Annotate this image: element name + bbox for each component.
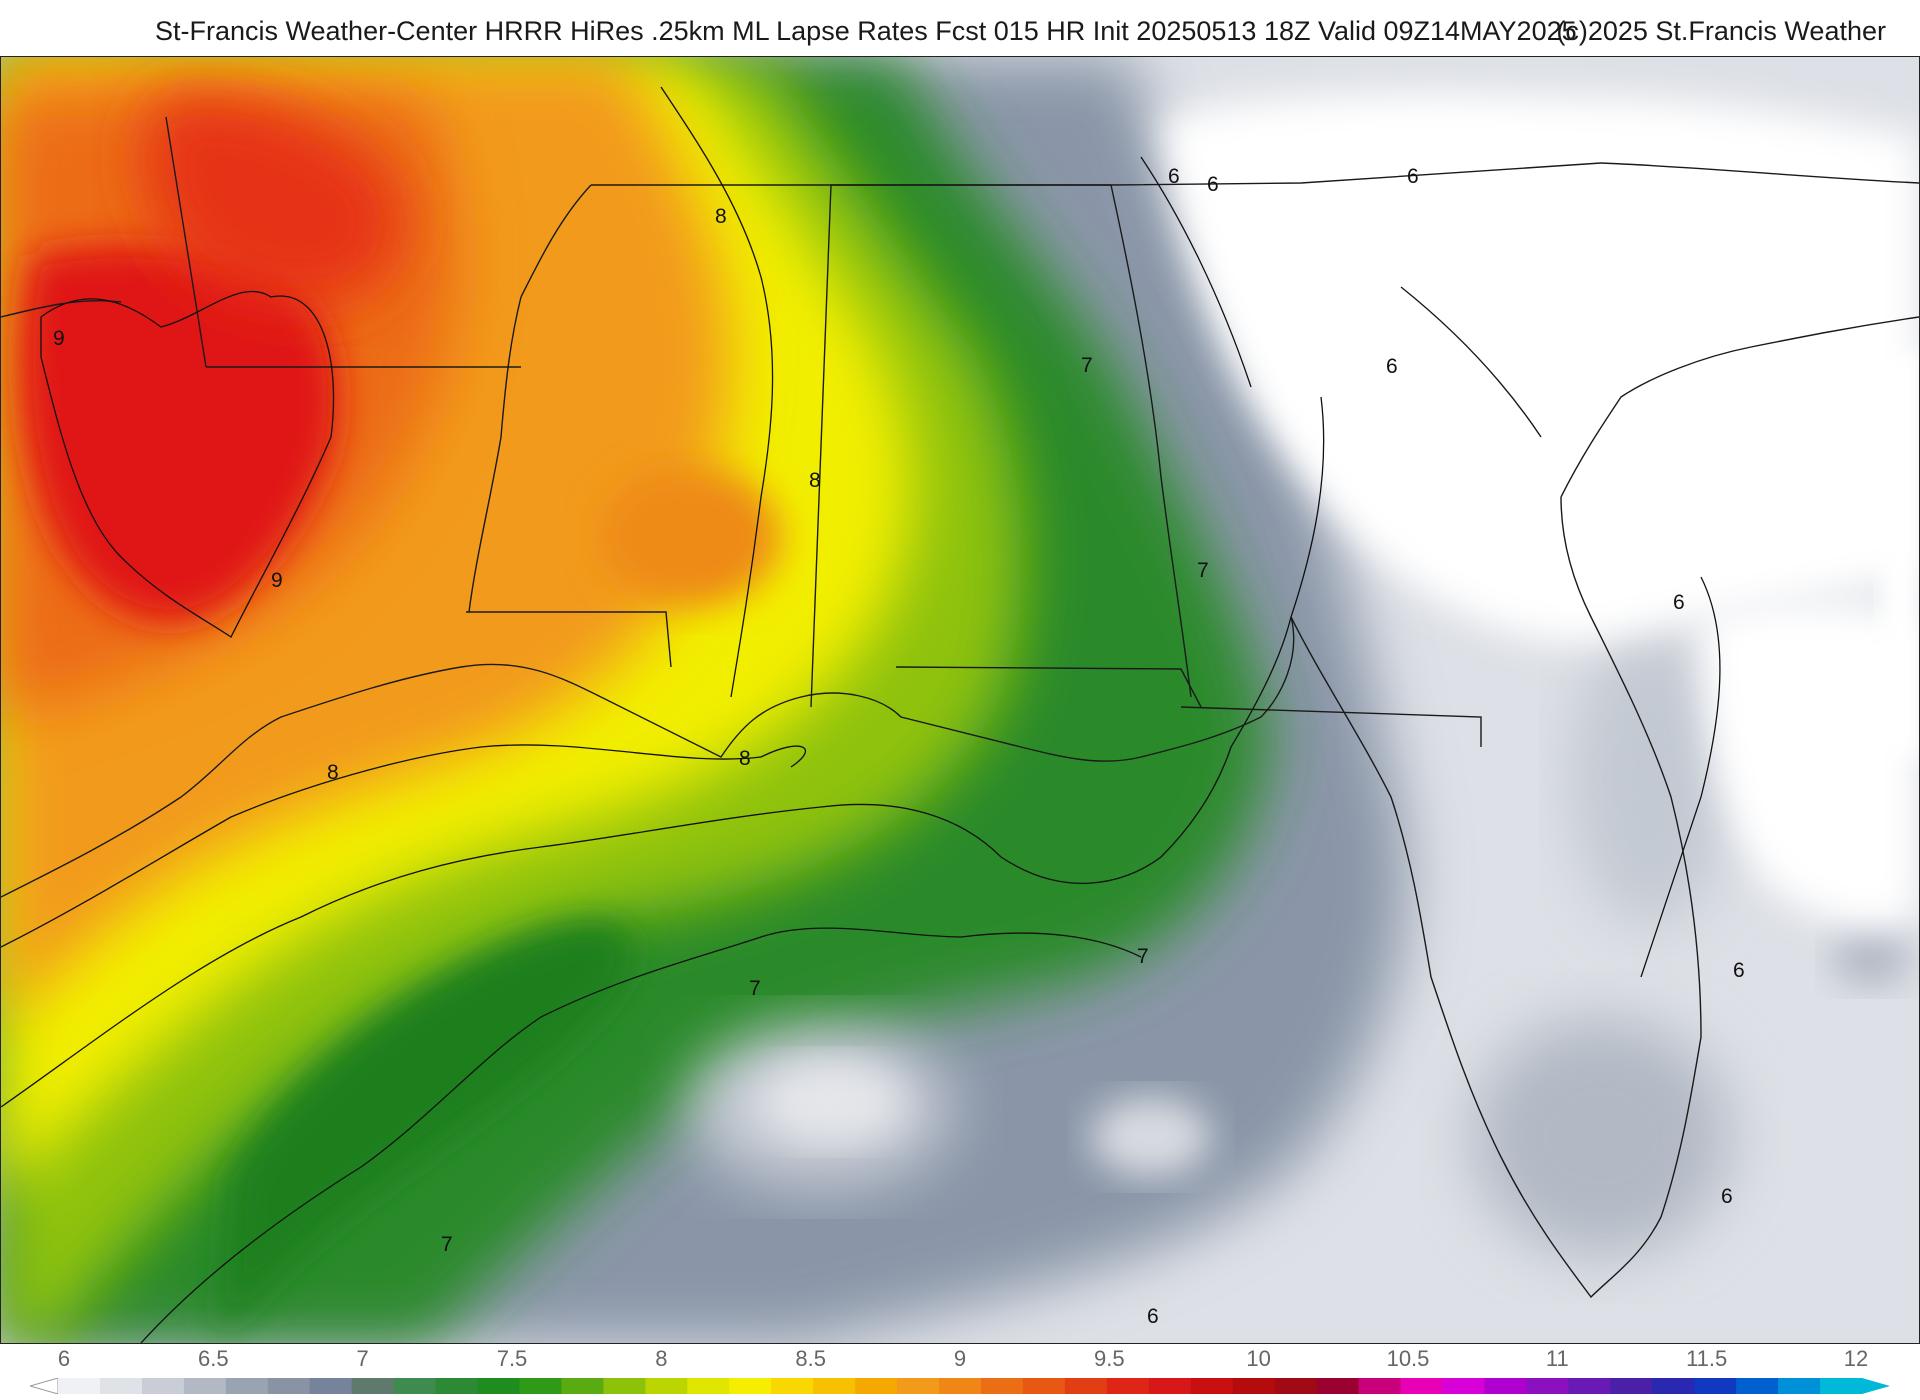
colorbar-swatch	[141, 1378, 185, 1394]
colorbar-swatch	[1694, 1378, 1737, 1394]
colorbar-swatch	[1106, 1378, 1150, 1394]
borders	[1, 116, 1919, 1299]
colorbar-swatch	[99, 1378, 143, 1394]
contour-label: 8	[809, 469, 821, 492]
colorbar-tick-label: 9	[953, 1346, 967, 1371]
colorbar-swatch	[897, 1378, 940, 1394]
colorbar-swatch	[58, 1378, 101, 1394]
colorbar-tick-label: 8	[655, 1346, 668, 1371]
colorbar-swatch	[687, 1378, 730, 1394]
colorbar-swatch	[1442, 1378, 1485, 1394]
contour-label: 6	[1207, 173, 1219, 196]
colorbar-swatch	[1568, 1378, 1611, 1394]
colorbar-swatch	[729, 1378, 772, 1394]
colorbar-swatch	[1526, 1378, 1569, 1394]
colorbar-swatch	[939, 1378, 982, 1394]
map-title: St-Francis Weather-Center HRRR HiRes .25…	[155, 16, 1577, 46]
contour-label: 9	[271, 569, 283, 592]
title-bar: St-Francis Weather-Center HRRR HiRes .25…	[0, 0, 1920, 56]
colorbar-tick-label: 11.5	[1686, 1346, 1728, 1371]
contours	[1, 86, 1721, 1343]
colorbar-swatch	[1190, 1378, 1234, 1394]
colorbar-swatch	[519, 1378, 562, 1394]
contour-label: 9	[53, 327, 65, 350]
colorbar-swatch	[351, 1378, 395, 1394]
colorbar-tick-label: 7.5	[496, 1346, 528, 1371]
colorbar-swatch	[1484, 1378, 1527, 1394]
contour-label: 6	[1673, 591, 1685, 614]
contour-label: 6	[1407, 165, 1419, 188]
contour-label: 8	[715, 205, 727, 228]
colorbar-tick-label: 7	[356, 1346, 369, 1371]
colorbar-tick-label: 10	[1246, 1346, 1271, 1371]
contour-label: 6	[1733, 959, 1745, 982]
colorbar-swatch	[1274, 1378, 1318, 1394]
colorbar-swatch	[855, 1378, 898, 1394]
contour-label: 6	[1168, 165, 1180, 188]
colorbar-swatch	[1820, 1378, 1863, 1394]
colorbar-swatch	[603, 1378, 646, 1394]
colorbar-swatch	[1610, 1378, 1653, 1394]
colorbar-swatch	[267, 1378, 311, 1394]
contour-label: 8	[739, 747, 751, 770]
color-field	[1, 57, 1919, 1343]
colorbar-swatch	[1022, 1378, 1066, 1394]
colorbar-swatch	[393, 1378, 437, 1394]
colorbar-swatch	[309, 1378, 353, 1394]
colorbar-swatch	[561, 1378, 604, 1394]
colorbar-swatch	[645, 1378, 688, 1394]
colorbar-swatch	[1652, 1378, 1695, 1394]
contour-label: 7	[1081, 354, 1093, 377]
colorbar-swatch	[771, 1378, 814, 1394]
colorbar-swatch	[1232, 1378, 1276, 1394]
lapse-rate-map[interactable]: 9 9 8 8 8 8 7 7 7 7 7 7 6 6 6 6 6 6 6 6	[0, 56, 1920, 1344]
contour-label: 6	[1721, 1185, 1733, 1208]
contour-label: 7	[1197, 559, 1209, 582]
colorbar-swatch	[1778, 1378, 1821, 1394]
colorbar-swatch	[1064, 1378, 1108, 1394]
colorbar-swatch	[225, 1378, 269, 1394]
colorbar-tick-label: 11	[1545, 1346, 1569, 1371]
colorbar-swatch	[435, 1378, 479, 1394]
colorbar-swatch	[477, 1378, 520, 1394]
contour-label: 7	[441, 1233, 453, 1256]
colorbar-tick-label: 6.5	[198, 1346, 229, 1371]
colorbar-tick-label: 9.5	[1094, 1346, 1125, 1371]
colorbar-right-arrow	[1862, 1378, 1890, 1394]
colorbar-tick-label: 10.5	[1386, 1346, 1430, 1371]
contour-label: 7	[749, 977, 761, 1000]
colorbar-swatch	[1736, 1378, 1779, 1394]
colorbar-legend: 6 6.5 7 7.5 8 8.5 9 9.5 10 10.5 11 11.5 12	[30, 1346, 1890, 1400]
colorbar-tick-label: 6	[57, 1346, 71, 1371]
colorbar-left-arrow	[30, 1378, 59, 1394]
colorbar-swatch	[813, 1378, 856, 1394]
copyright-text: (c)2025 St.Francis Weather	[1556, 16, 1886, 46]
contour-labels: 9 9 8 8 8 8 7 7 7 7 7 7 6 6 6 6 6 6 6 6	[53, 165, 1745, 1328]
colorbar-swatch	[1148, 1378, 1192, 1394]
colorbar-tick-label: 12	[1843, 1346, 1869, 1371]
contour-label: 6	[1386, 355, 1398, 378]
contour-label: 8	[327, 761, 339, 784]
colorbar-strip	[30, 1378, 1890, 1394]
colorbar-tick-label: 8.5	[795, 1346, 826, 1371]
colorbar-swatch	[183, 1378, 227, 1394]
map-canvas: 9 9 8 8 8 8 7 7 7 7 7 7 6 6 6 6 6 6 6 6	[1, 57, 1919, 1343]
colorbar-swatch	[1358, 1378, 1402, 1394]
contour-label: 6	[1147, 1305, 1159, 1328]
contour-label: 7	[1137, 945, 1149, 968]
colorbar-swatch	[1316, 1378, 1360, 1394]
colorbar-swatch	[980, 1378, 1024, 1394]
colorbar-swatch	[1400, 1378, 1443, 1394]
